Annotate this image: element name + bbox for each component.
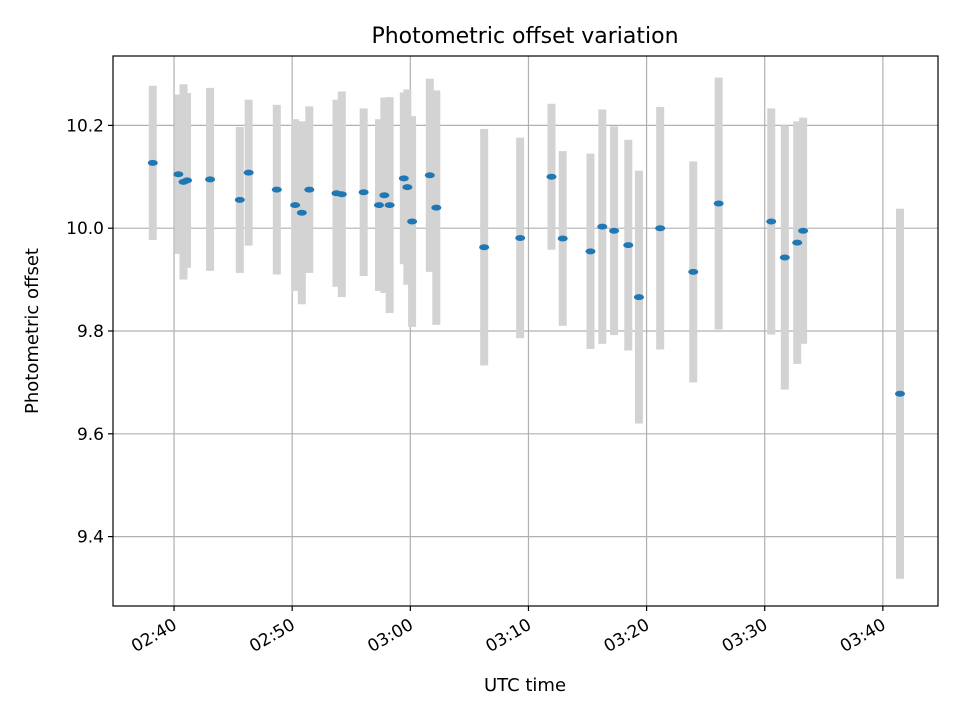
data-point [546,173,557,180]
chart-title: Photometric offset variation [371,24,678,49]
data-point [296,209,307,216]
y-tick-label: 9.4 [77,528,104,548]
data-point [243,169,254,176]
data-point [633,294,644,301]
data-point [234,196,245,203]
y-axis-ticks: 9.4 9.6 9.8 10.0 10.2 [66,116,113,548]
data-point [384,202,395,209]
data-point [688,268,699,275]
data-point [597,223,608,230]
data-point [379,192,390,199]
data-point [398,175,409,182]
data-point [557,235,568,242]
data-point [766,218,777,225]
data-markers [147,159,905,397]
y-tick-label: 10.0 [66,219,104,239]
data-point [402,184,413,191]
data-point [792,239,803,246]
data-point [147,159,158,166]
data-point [374,202,385,209]
data-point [205,176,216,183]
data-point [173,171,184,178]
y-tick-label: 10.2 [66,116,104,136]
data-point [713,200,724,207]
data-point [623,242,634,249]
data-point [304,186,315,193]
data-point [479,244,490,251]
y-tick-label: 9.8 [77,322,104,342]
data-point [271,186,282,193]
data-point [182,177,193,184]
data-point [358,189,369,196]
data-point [894,390,905,397]
data-point [609,227,620,234]
data-point [290,202,301,209]
data-point [336,191,347,198]
data-point [655,225,666,232]
data-point [515,234,526,241]
data-point [407,218,418,225]
data-point [585,248,596,255]
y-axis-label: Photometric offset [22,248,43,414]
x-axis-label: UTC time [484,675,566,696]
data-point [431,204,442,211]
data-point [424,172,435,179]
data-point [798,227,809,234]
data-point [779,254,790,261]
y-tick-label: 9.6 [77,425,104,445]
